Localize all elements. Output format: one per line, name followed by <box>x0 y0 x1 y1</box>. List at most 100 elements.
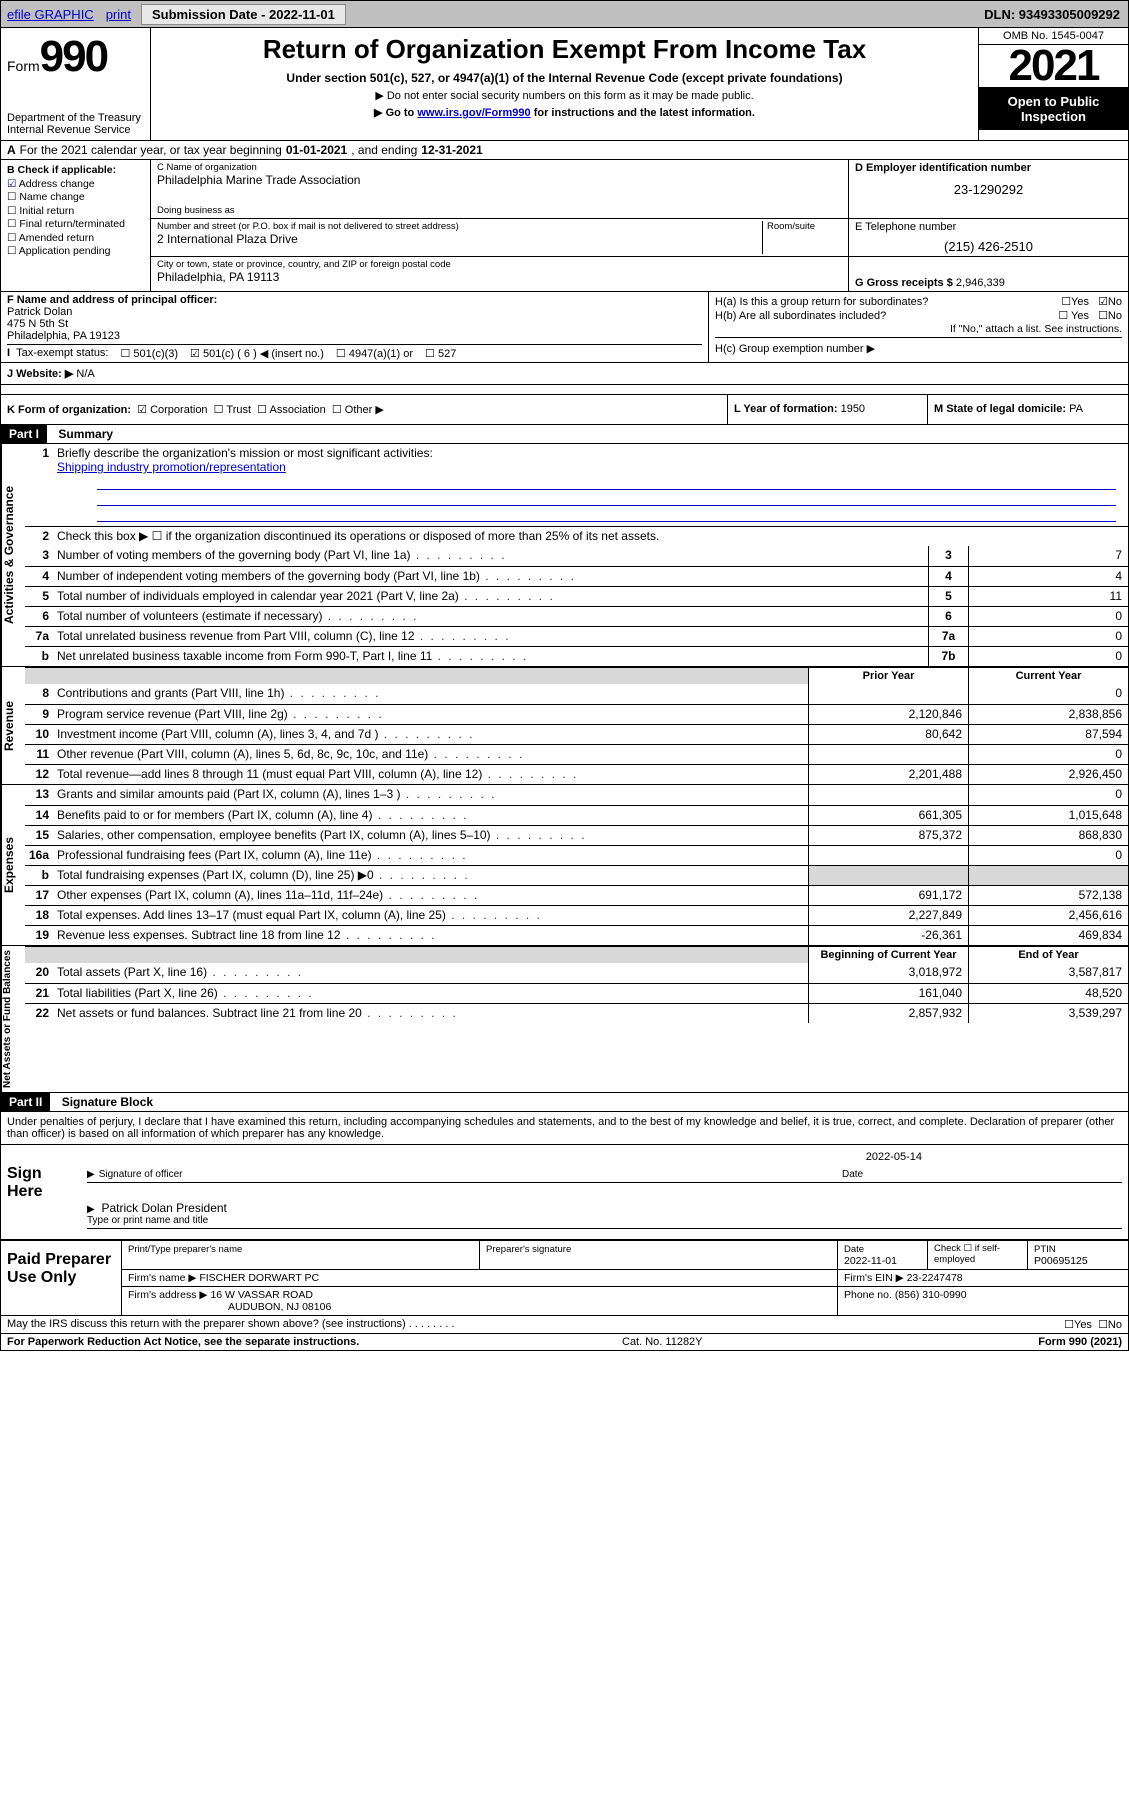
prep-selfemp[interactable]: Check ☐ if self-employed <box>928 1241 1028 1269</box>
hb-yes[interactable]: ☐ Yes <box>1058 310 1089 322</box>
line-desc: Salaries, other compensation, employee b… <box>55 826 808 845</box>
line-desc: Total revenue—add lines 8 through 11 (mu… <box>55 765 808 784</box>
line-desc: Other expenses (Part IX, column (A), lin… <box>55 886 808 905</box>
curr-val: 469,834 <box>968 926 1128 945</box>
k-assoc[interactable]: Association <box>270 404 326 416</box>
line-desc: Grants and similar amounts paid (Part IX… <box>55 785 808 805</box>
vtab-net: Net Assets or Fund Balances <box>1 946 25 1092</box>
prior-val <box>808 866 968 885</box>
submission-date-button[interactable]: Submission Date - 2022-11-01 <box>141 4 346 25</box>
footer-final: For Paperwork Reduction Act Notice, see … <box>1 1334 1128 1350</box>
year-formation: 1950 <box>841 403 865 415</box>
note2-pre: ▶ Go to <box>374 107 417 119</box>
curr-val: 0 <box>968 785 1128 805</box>
m-label: M State of legal domicile: <box>934 403 1066 415</box>
line-desc: Total unrelated business revenue from Pa… <box>55 627 928 646</box>
addr-label: Number and street (or P.O. box if mail i… <box>157 221 762 232</box>
col-prior-year: Prior Year <box>808 668 968 684</box>
line-num: 10 <box>25 725 55 744</box>
print-link[interactable]: print <box>100 7 137 22</box>
curr-val: 0 <box>968 745 1128 764</box>
col-begin-year: Beginning of Current Year <box>808 947 968 963</box>
prior-val: 875,372 <box>808 826 968 845</box>
hb-note: If "No," attach a list. See instructions… <box>715 323 1122 335</box>
ha-yes[interactable]: ☐Yes <box>1061 296 1089 308</box>
prep-date: 2022-11-01 <box>844 1255 897 1267</box>
cat-no: Cat. No. 11282Y <box>622 1336 922 1348</box>
part2-title: Signature Block <box>62 1095 153 1109</box>
prior-val: 2,201,488 <box>808 765 968 784</box>
line-num: 6 <box>25 607 55 626</box>
curr-val: 3,539,297 <box>968 1004 1128 1023</box>
efile-link[interactable]: efile GRAPHIC <box>1 7 100 22</box>
k-corp[interactable]: Corporation <box>150 404 207 416</box>
street-address: 2 International Plaza Drive <box>157 232 762 246</box>
line-num: 17 <box>25 886 55 905</box>
firm-addr-label: Firm's address ▶ <box>128 1289 208 1301</box>
line-box: 6 <box>928 607 968 626</box>
firm-name: FISCHER DORWART PC <box>199 1272 319 1284</box>
chk-address-change[interactable]: Address change <box>7 178 144 190</box>
ha-no[interactable]: ☑No <box>1098 296 1122 308</box>
prior-val: 2,120,846 <box>808 705 968 724</box>
line-desc: Total expenses. Add lines 13–17 (must eq… <box>55 906 808 925</box>
year-begin: 01-01-2021 <box>286 143 347 157</box>
line-num: b <box>25 647 55 666</box>
curr-val: 2,926,450 <box>968 765 1128 784</box>
year-end: 12-31-2021 <box>421 143 482 157</box>
vtab-governance: Activities & Governance <box>1 444 25 666</box>
chk-527[interactable]: ☐ 527 <box>425 347 456 360</box>
row-j-website: J Website: ▶ N/A <box>1 363 1128 385</box>
form-note1: ▶ Do not enter social security numbers o… <box>161 89 968 102</box>
firm-addr1: 16 W VASSAR ROAD <box>210 1289 313 1301</box>
website-value: N/A <box>76 368 94 380</box>
chk-application-pending[interactable]: Application pending <box>7 245 144 257</box>
line-val: 7 <box>968 546 1128 566</box>
discuss-yes[interactable]: ☐Yes <box>1064 1318 1092 1331</box>
chk-initial-return[interactable]: Initial return <box>7 205 144 217</box>
chk-amended-return[interactable]: Amended return <box>7 232 144 244</box>
prior-val <box>808 846 968 865</box>
form-subtitle: Under section 501(c), 527, or 4947(a)(1)… <box>161 71 968 85</box>
line-num: 19 <box>25 926 55 945</box>
row-a-text: For the 2021 calendar year, or tax year … <box>20 143 282 157</box>
f-officer-label: F Name and address of principal officer: <box>7 294 217 306</box>
line2-text: Check this box ▶ ☐ if the organization d… <box>55 527 1128 546</box>
state-domicile: PA <box>1069 403 1083 415</box>
line-num: 8 <box>25 684 55 704</box>
chk-4947[interactable]: ☐ 4947(a)(1) or <box>336 347 413 360</box>
hb-no[interactable]: ☐No <box>1098 310 1122 322</box>
line-desc: Number of independent voting members of … <box>55 567 928 586</box>
prior-val: 161,040 <box>808 984 968 1003</box>
line-num: 9 <box>25 705 55 724</box>
paid-preparer-block: Paid Preparer Use Only Print/Type prepar… <box>1 1241 1128 1316</box>
line-desc: Other revenue (Part VIII, column (A), li… <box>55 745 808 764</box>
chk-final-return[interactable]: Final return/terminated <box>7 218 144 230</box>
mission-text[interactable]: Shipping industry promotion/representati… <box>57 460 286 474</box>
col-b-checkboxes: B Check if applicable: Address change Na… <box>1 160 151 291</box>
discuss-no[interactable]: ☐No <box>1098 1318 1122 1331</box>
prior-val: 2,227,849 <box>808 906 968 925</box>
form-number: Form990 <box>7 32 144 82</box>
line-desc: Number of voting members of the governin… <box>55 546 928 566</box>
k-other[interactable]: Other ▶ <box>345 404 384 416</box>
chk-name-change[interactable]: Name change <box>7 191 144 203</box>
sign-here-label: Sign Here <box>1 1145 81 1239</box>
form-word: Form <box>7 58 40 74</box>
summary-revenue: Revenue Prior Year Current Year 8 Contri… <box>1 667 1128 785</box>
prior-val <box>808 745 968 764</box>
line1-label: Briefly describe the organization's miss… <box>57 446 433 460</box>
form-title: Return of Organization Exempt From Incom… <box>161 34 968 65</box>
chk-501c[interactable]: ☑ 501(c) ( 6 ) ◀ (insert no.) <box>190 347 324 360</box>
irs-link[interactable]: www.irs.gov/Form990 <box>417 107 530 119</box>
chk-501c3[interactable]: ☐ 501(c)(3) <box>121 347 179 360</box>
curr-val: 572,138 <box>968 886 1128 905</box>
firm-addr2: AUDUBON, NJ 08106 <box>228 1301 331 1313</box>
prep-date-label: Date <box>844 1244 864 1255</box>
room-label: Room/suite <box>767 221 842 232</box>
k-trust[interactable]: Trust <box>226 404 251 416</box>
row-k-l-m: K Form of organization: ☑ Corporation ☐ … <box>1 395 1128 425</box>
col-end-year: End of Year <box>968 947 1128 963</box>
hb-label: H(b) Are all subordinates included? <box>715 310 886 322</box>
section-b-through-g: B Check if applicable: Address change Na… <box>1 160 1128 292</box>
